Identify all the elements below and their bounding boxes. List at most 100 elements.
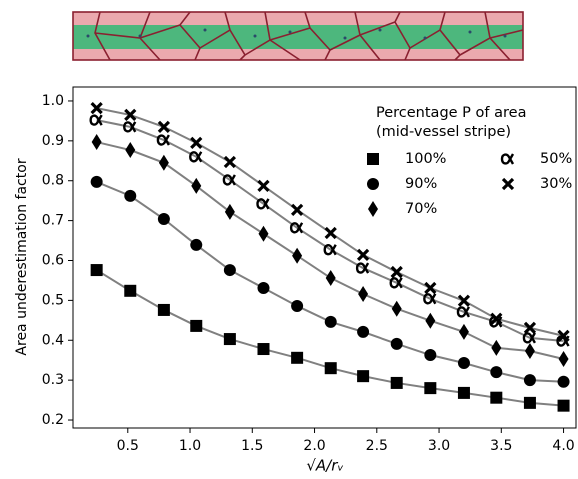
marker	[124, 189, 137, 202]
marker	[490, 312, 503, 325]
marker	[457, 294, 471, 307]
marker-shape	[291, 351, 304, 364]
marker-shape	[358, 285, 369, 302]
marker-shape	[356, 248, 370, 262]
marker-shape	[89, 114, 103, 126]
marker	[156, 134, 170, 146]
legend-marker	[367, 178, 379, 190]
marker	[90, 175, 103, 188]
marker-shape	[423, 293, 437, 305]
marker	[157, 120, 171, 134]
marker-shape	[457, 356, 470, 369]
marker	[223, 155, 237, 169]
marker-shape	[190, 319, 203, 332]
marker	[557, 375, 570, 388]
marker-shape	[490, 366, 503, 379]
marker	[323, 244, 337, 256]
marker-shape	[523, 396, 536, 409]
marker	[391, 300, 402, 317]
marker	[291, 299, 304, 312]
marker	[256, 198, 270, 210]
marker	[257, 179, 270, 193]
marker	[324, 226, 337, 240]
marker	[355, 262, 370, 274]
marker	[458, 323, 469, 340]
marker-shape	[425, 312, 436, 329]
legend-label: 30%	[540, 176, 572, 192]
marker-shape	[523, 321, 537, 335]
marker	[292, 247, 303, 264]
marker	[491, 339, 502, 356]
marker-shape	[257, 179, 270, 193]
marker-shape	[558, 351, 569, 368]
marker	[290, 203, 304, 216]
marker	[257, 343, 270, 356]
x-tick-label: 2.0	[303, 438, 325, 454]
x-tick-label: 1.0	[179, 438, 201, 454]
marker-shape	[125, 142, 136, 159]
marker	[124, 108, 137, 122]
marker	[291, 351, 304, 364]
marker	[91, 134, 102, 151]
marker-shape	[258, 225, 269, 242]
marker-shape	[357, 325, 370, 338]
marker	[457, 356, 470, 369]
legend-marker	[367, 153, 379, 165]
y-tick-label: 0.5	[42, 292, 64, 308]
marker-shape	[90, 175, 103, 188]
marker-shape	[291, 299, 304, 312]
marker-shape	[522, 332, 536, 344]
marker	[190, 238, 203, 251]
plot-frame	[72, 86, 577, 429]
marker-shape	[500, 153, 515, 165]
marker-shape	[157, 213, 170, 226]
y-tick-label: 0.8	[42, 173, 64, 189]
marker	[523, 396, 536, 409]
x-axis-label: √A/rᵥ	[306, 457, 343, 475]
marker	[90, 264, 103, 277]
marker-shape	[355, 262, 370, 274]
marker-shape	[367, 178, 379, 190]
legend-label: 100%	[405, 151, 446, 167]
marker	[223, 333, 236, 346]
marker-shape	[324, 362, 337, 375]
marker-shape	[501, 177, 515, 191]
marker	[124, 284, 137, 297]
marker	[522, 332, 536, 344]
marker-shape	[456, 306, 470, 318]
marker-shape	[157, 303, 170, 316]
marker-shape	[289, 222, 304, 234]
marker-shape	[458, 323, 469, 340]
marker-shape	[524, 343, 535, 360]
marker-shape	[424, 281, 437, 295]
marker	[390, 265, 403, 279]
marker-shape	[557, 399, 570, 412]
fit-line	[96, 119, 564, 343]
marker	[157, 213, 170, 226]
marker	[90, 102, 103, 115]
marker	[390, 376, 403, 389]
x-tick-label: 3.0	[428, 438, 450, 454]
marker-shape	[223, 264, 236, 277]
legend-title: (mid-vessel stripe)	[376, 124, 511, 140]
legend-title: Percentage P of area	[376, 105, 526, 121]
marker	[425, 312, 436, 329]
legend-label: 50%	[540, 151, 572, 167]
marker-shape	[557, 375, 570, 388]
marker-shape	[158, 154, 169, 171]
marker-shape	[190, 136, 203, 149]
y-tick-label: 0.7	[42, 213, 64, 229]
marker-shape	[124, 284, 137, 297]
marker	[224, 203, 235, 220]
y-tick-label: 1.0	[42, 93, 64, 109]
y-tick-label: 0.9	[42, 133, 64, 149]
marker	[357, 325, 370, 338]
x-tick-label: 0.5	[117, 438, 139, 454]
marker-shape	[224, 203, 235, 220]
legend-marker	[368, 201, 378, 217]
marker	[190, 319, 203, 332]
marker-shape	[457, 294, 471, 307]
marker-shape	[90, 264, 103, 277]
marker-shape	[424, 382, 437, 395]
